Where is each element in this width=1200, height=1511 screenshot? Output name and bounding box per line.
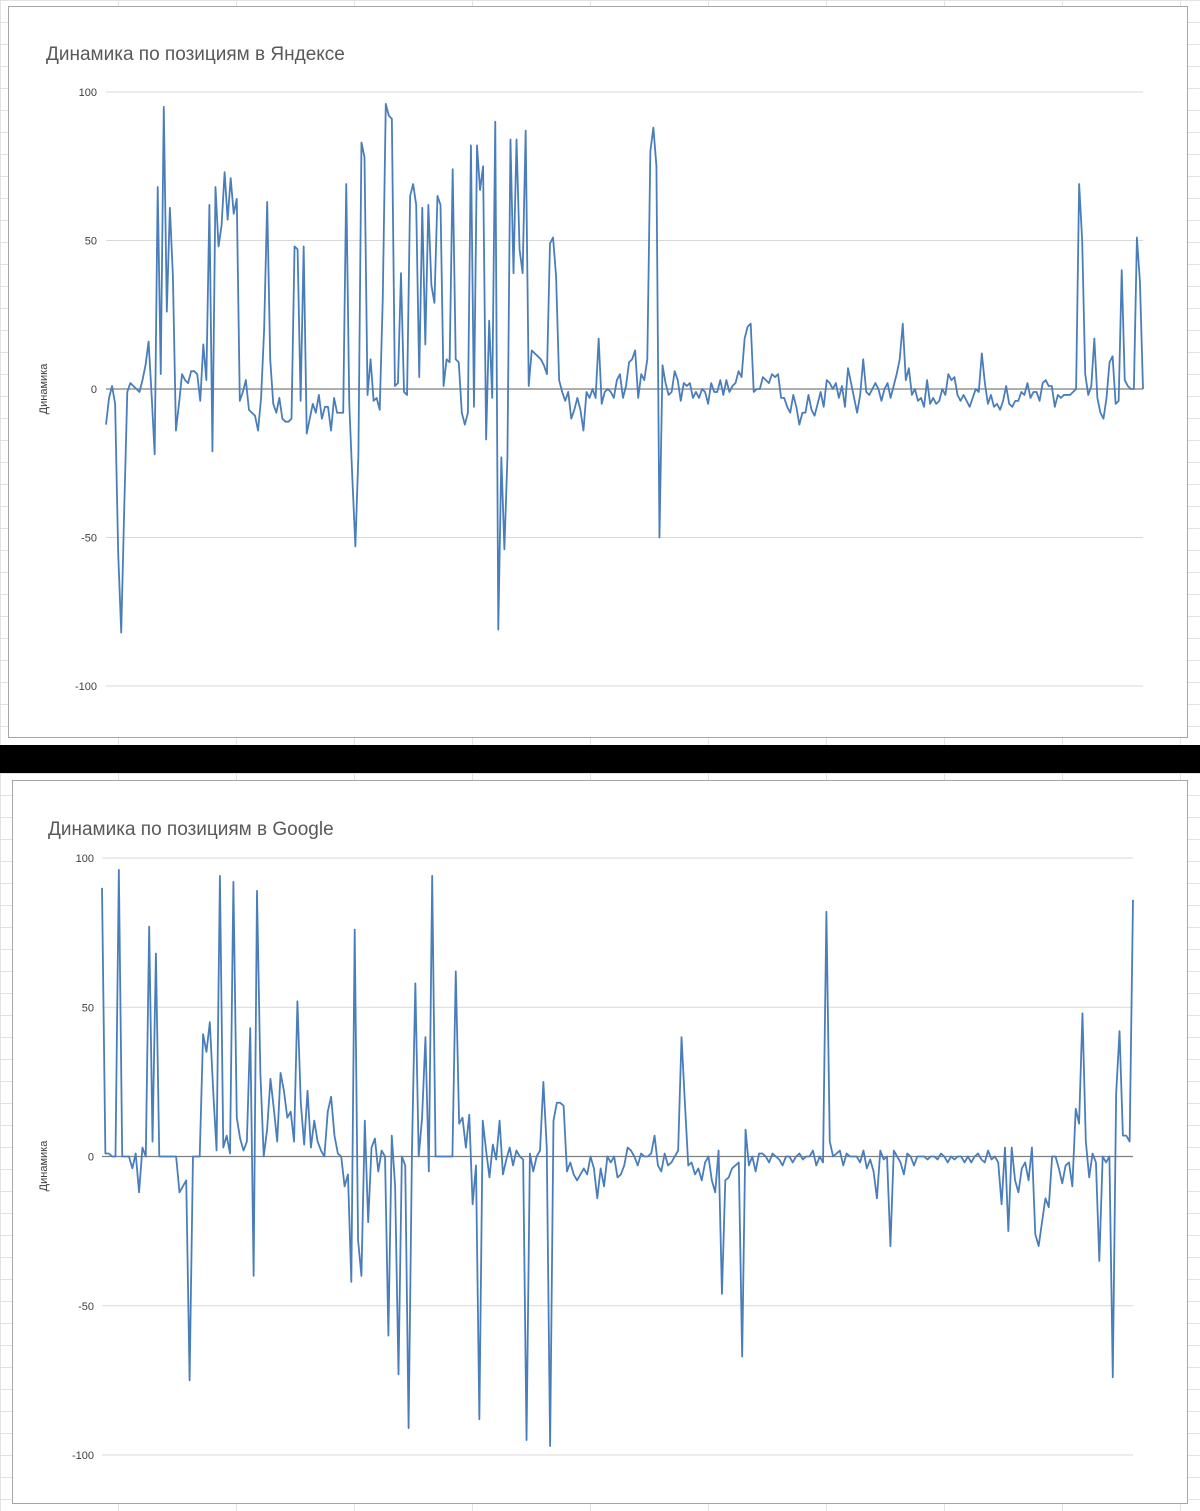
spreadsheet-background-bottom: Динамика по позициям в Google 100 50 0 -50 -… (0, 773, 1200, 1511)
y-tick-label-4: -100 (75, 681, 97, 693)
series-line-google (101, 869, 1134, 1447)
y-tick-label-1: 50 (85, 236, 97, 248)
y-tick-label-4: -100 (72, 1450, 94, 1462)
black-divider-bar (0, 745, 1200, 773)
y-tick-label-2: 0 (91, 384, 97, 396)
y-tick-label-0: 100 (79, 87, 97, 99)
chart-title-google: Динамика по позициям в Google (48, 819, 334, 840)
y-tick-label-0: 100 (76, 853, 94, 865)
chart-plot-google: 100 50 0 -50 -100 Динамика (38, 853, 1134, 1462)
y-tick-label-3: -50 (78, 1301, 94, 1313)
y-tick-label-2: 0 (88, 1152, 94, 1164)
y-axis-title: Динамика (38, 363, 50, 415)
chart-title-yandex: Динамика по позициям в Яндексе (46, 44, 345, 65)
chart-google[interactable]: Динамика по позициям в Google 100 50 0 -50 -… (12, 780, 1188, 1504)
spreadsheet-background-top: Динамика по позициям в Яндексе 100 50 0 -50… (0, 0, 1200, 745)
y-tick-label-1: 50 (82, 1002, 94, 1014)
y-axis-title: Динамика (38, 1140, 50, 1192)
chart-yandex[interactable]: Динамика по позициям в Яндексе 100 50 0 -50… (8, 6, 1188, 738)
y-tick-label-3: -50 (81, 533, 97, 545)
chart-plot-yandex: 100 50 0 -50 -100 Динамика (38, 87, 1144, 693)
series-line-yandex (105, 102, 1144, 634)
